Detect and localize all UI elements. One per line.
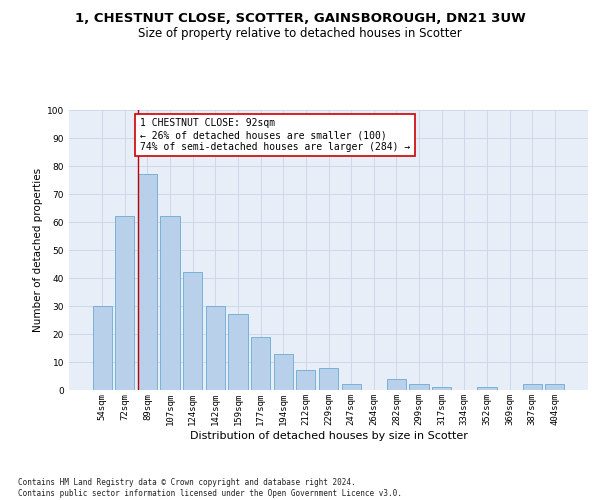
Bar [251,337,270,390]
Bar [138,174,157,390]
Bar [432,387,451,390]
Text: 1, CHESTNUT CLOSE, SCOTTER, GAINSBOROUGH, DN21 3UW: 1, CHESTNUT CLOSE, SCOTTER, GAINSBOROUGH… [74,12,526,26]
Bar [160,216,180,390]
Bar [545,384,565,390]
Bar [206,306,225,390]
Bar [387,379,406,390]
Y-axis label: Number of detached properties: Number of detached properties [33,168,43,332]
Bar [115,216,134,390]
X-axis label: Distribution of detached houses by size in Scotter: Distribution of detached houses by size … [190,430,467,440]
Bar [409,384,428,390]
Bar [477,387,497,390]
Text: Size of property relative to detached houses in Scotter: Size of property relative to detached ho… [138,28,462,40]
Bar [183,272,202,390]
Bar [229,314,248,390]
Bar [341,384,361,390]
Bar [274,354,293,390]
Text: Contains HM Land Registry data © Crown copyright and database right 2024.
Contai: Contains HM Land Registry data © Crown c… [18,478,402,498]
Bar [523,384,542,390]
Bar [92,306,112,390]
Bar [296,370,316,390]
Text: 1 CHESTNUT CLOSE: 92sqm
← 26% of detached houses are smaller (100)
74% of semi-d: 1 CHESTNUT CLOSE: 92sqm ← 26% of detache… [140,118,410,152]
Bar [319,368,338,390]
